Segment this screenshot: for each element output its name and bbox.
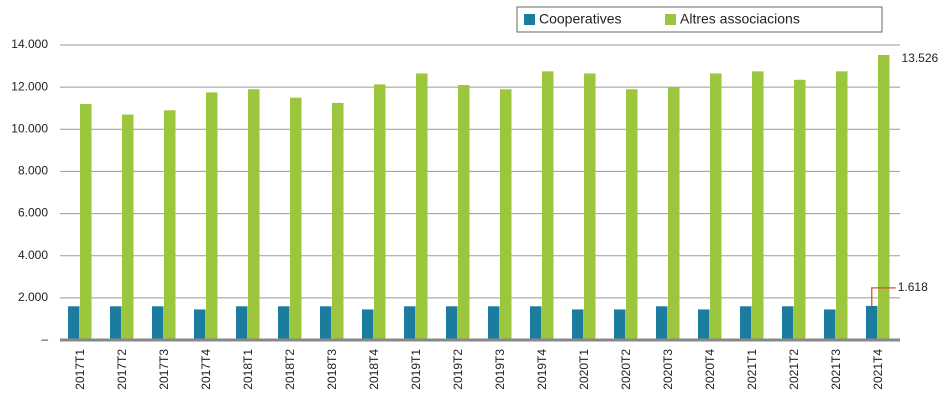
data-label: 13.526 [902,51,939,65]
y-tick-label: 4.000 [18,248,48,262]
bar [656,306,668,340]
x-tick-label: 2017T2 [115,349,129,390]
x-tick-label: 2018T1 [241,349,255,390]
x-tick-label: 2021T4 [871,349,885,390]
bar [122,114,134,341]
bar [500,89,512,340]
bar [626,89,638,340]
bar [206,92,218,341]
x-tick-label: 2021T2 [787,349,801,390]
y-tick-label: 10.000 [11,121,48,135]
y-tick-label: 14.000 [11,37,48,51]
x-tick-label: 2018T4 [367,349,381,390]
bar [794,79,806,341]
bar [878,54,890,341]
y-tick-label: – [41,332,48,346]
bar [668,87,680,341]
bar [488,306,500,340]
x-tick-label: 2018T3 [325,349,339,390]
x-tick-label: 2020T3 [661,349,675,390]
x-tick-label: 2020T2 [619,349,633,390]
x-tick-label: 2019T1 [409,349,423,390]
bar [278,306,290,340]
y-tick-label: 2.000 [18,290,48,304]
bar [866,305,878,340]
bar [542,71,554,340]
bar [530,306,542,340]
bar [740,306,752,340]
bar [110,306,122,340]
y-tick-label: 12.000 [11,79,48,93]
x-tick-label: 2021T1 [745,349,759,390]
x-tick-label: 2019T2 [451,349,465,390]
bar [362,309,374,340]
bar [710,73,722,341]
x-tick-label: 2018T2 [283,349,297,390]
bar [290,97,302,340]
y-tick-label: 8.000 [18,164,48,178]
bar [80,104,92,340]
legend-box [516,6,883,33]
bar [152,306,164,340]
bar [404,306,416,340]
bar [68,306,80,340]
bar [572,309,584,340]
bar [374,84,386,341]
y-tick-label: 6.000 [18,206,48,220]
legend-swatch [665,14,676,25]
x-tick-label: 2020T1 [577,349,591,390]
x-tick-label: 2020T4 [703,349,717,390]
x-tick-label: 2021T3 [829,349,843,390]
bar [446,306,458,340]
bar [320,306,332,340]
bar [836,71,848,340]
bar [332,102,344,340]
bar [416,73,428,341]
bar [236,306,248,340]
x-tick-label: 2019T4 [535,349,549,390]
bar [614,309,626,340]
x-tick-label: 2017T3 [157,349,171,390]
x-tick-label: 2017T1 [73,349,87,390]
bar [164,110,176,340]
x-tick-label: 2017T4 [199,349,213,390]
label-leader [871,287,896,306]
x-tick-label: 2019T3 [493,349,507,390]
bar [698,309,710,340]
bar [458,85,470,341]
bar [782,306,794,340]
data-label: 1.618 [898,280,928,294]
legend-label: Cooperatives [539,11,622,27]
bar [752,71,764,340]
bar [824,309,836,340]
legend-label: Altres associacions [680,11,800,27]
bar [248,89,260,340]
legend-swatch [524,14,535,25]
bar [194,309,206,340]
bar [584,73,596,341]
